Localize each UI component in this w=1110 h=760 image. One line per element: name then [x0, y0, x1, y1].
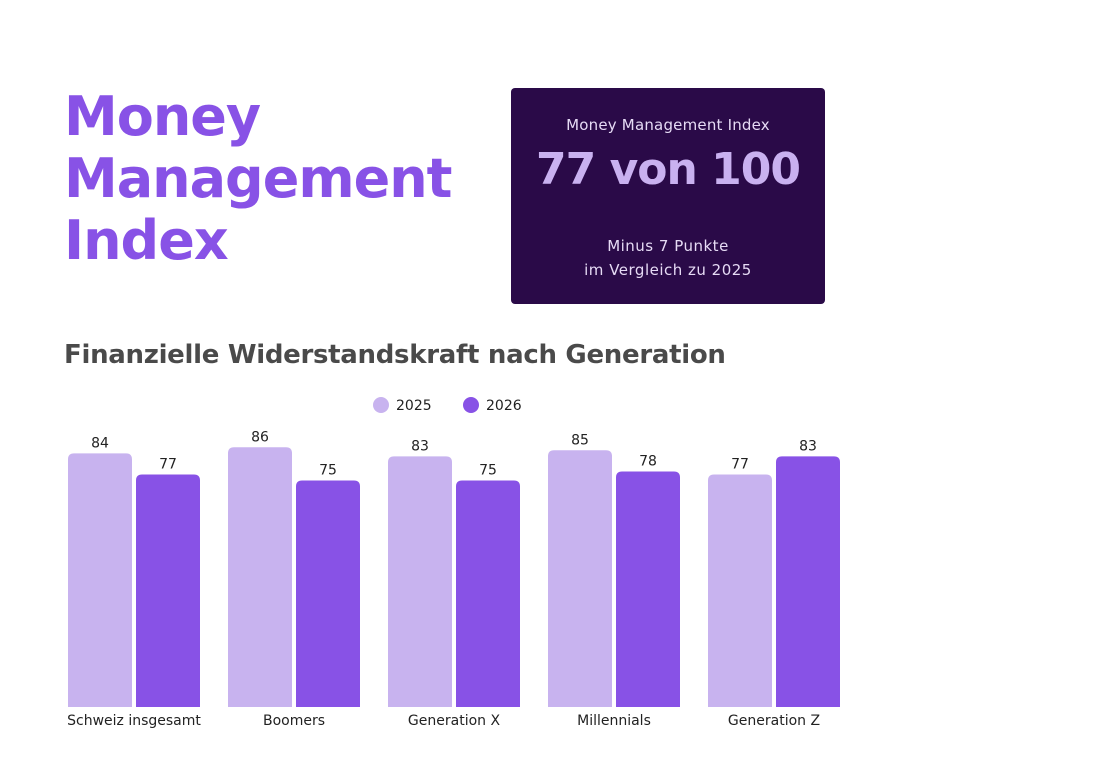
bar-chart: 2025 2026 84 77 Schweiz insgesamt 86 75 Boomers…	[67, 397, 840, 729]
bar	[456, 480, 520, 707]
bar	[548, 450, 612, 707]
x-tick-label: Generation X	[408, 713, 501, 729]
bar	[296, 480, 360, 707]
data-label: 78	[639, 453, 657, 469]
data-label: 85	[571, 432, 589, 448]
bar	[776, 456, 840, 707]
bar	[708, 474, 772, 707]
data-label: 75	[319, 463, 337, 479]
index-card-score: 77 von 100	[536, 144, 801, 195]
bar	[136, 474, 200, 707]
data-label: 77	[731, 456, 749, 472]
index-card-label: Money Management Index	[566, 116, 770, 134]
x-tick-label: Generation Z	[728, 713, 820, 729]
index-card-change-line: im Vergleich zu 2025	[584, 261, 752, 279]
x-tick-label: Schweiz insgesamt	[67, 713, 201, 729]
page-title-line: Management	[64, 147, 452, 210]
index-card-change-line: Minus 7 Punkte	[607, 237, 729, 255]
chart-title: Finanzielle Widerstandskraft nach Genera…	[64, 340, 726, 370]
page-title: Money Management Index	[64, 86, 452, 272]
legend-label: 2026	[486, 398, 522, 414]
page-title-line: Money	[64, 85, 261, 148]
index-card-change: Minus 7 Punkte im Vergleich zu 2025	[511, 234, 825, 282]
data-label: 83	[799, 438, 817, 454]
bar	[388, 456, 452, 707]
x-tick-label: Millennials	[577, 713, 651, 729]
index-score-card: Money Management Index 77 von 100 Minus …	[511, 88, 825, 304]
legend-label: 2025	[396, 398, 432, 414]
legend-swatch	[373, 397, 389, 413]
page-title-line: Index	[64, 209, 229, 272]
data-label: 77	[159, 456, 177, 472]
bar	[616, 471, 680, 707]
data-label: 83	[411, 438, 429, 454]
data-label: 84	[91, 435, 109, 451]
data-label: 75	[479, 463, 497, 479]
bar	[228, 447, 292, 707]
data-label: 86	[251, 429, 269, 445]
legend-swatch	[463, 397, 479, 413]
x-tick-label: Boomers	[263, 713, 325, 729]
bar	[68, 453, 132, 707]
